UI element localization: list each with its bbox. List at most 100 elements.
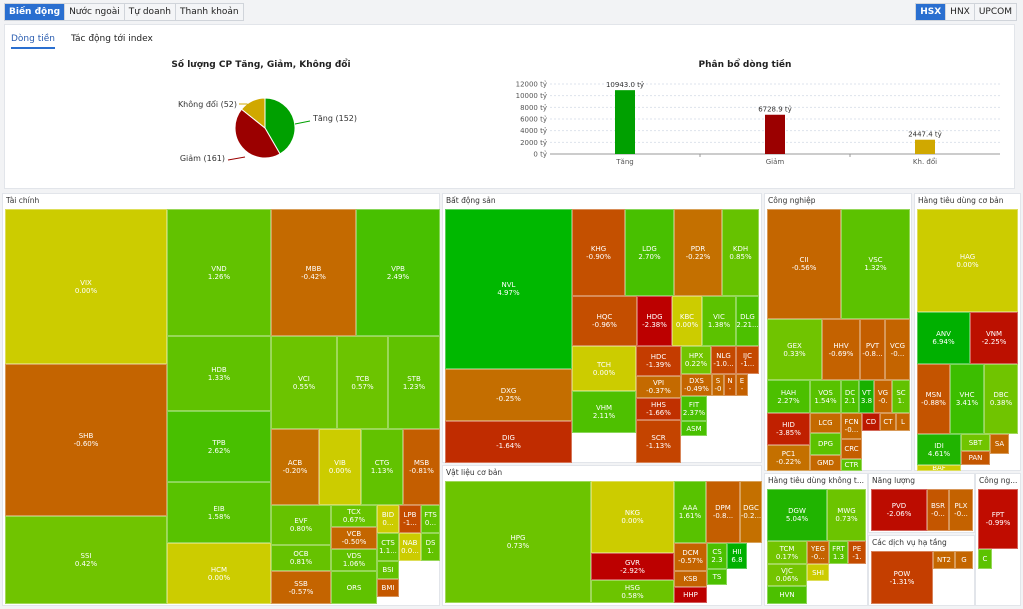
treemap-cell-ors[interactable]: ORS (331, 571, 377, 604)
treemap-cell-ijc[interactable]: IJC -1... (736, 346, 759, 374)
treemap-cell-tch[interactable]: TCH 0.00% (572, 346, 636, 391)
treemap-cell-mbb[interactable]: MBB -0.42% (271, 209, 356, 336)
treemap-cell-shi[interactable]: SHI (807, 564, 829, 581)
treemap-cell-plx[interactable]: PLX -0... (949, 489, 973, 531)
treemap-cell-evf[interactable]: EVF 0.80% (271, 505, 331, 545)
treemap-cell-vhm[interactable]: VHM 2.11% (572, 391, 636, 433)
treemap-cell-fit[interactable]: FIT 2.37% (681, 396, 707, 421)
treemap-cell-hah[interactable]: HAH 2.27% (767, 380, 810, 413)
treemap-cell-vnd[interactable]: VND 1.26% (167, 209, 271, 336)
treemap-cell-msb[interactable]: MSB -0.81% (403, 429, 440, 505)
treemap-cell-kdh[interactable]: KDH 0.85% (722, 209, 759, 296)
treemap-cell-gvr[interactable]: GVR -2.92% (591, 553, 674, 580)
treemap-cell-tpb[interactable]: TPB 2.62% (167, 411, 271, 482)
treemap-cell-ct[interactable]: CT (880, 413, 896, 431)
treemap-cell-vjc[interactable]: VJC 0.06% (767, 564, 807, 586)
treemap-cell-asm[interactable]: ASM (681, 421, 707, 436)
treemap-cell-hhv[interactable]: HHV -0.69% (822, 319, 860, 380)
treemap-cell-cii[interactable]: CII -0.56% (767, 209, 841, 319)
treemap-cell-vt[interactable]: VT 3.8 (859, 380, 874, 413)
treemap-cell-g[interactable]: G (955, 551, 973, 569)
treemap-cell-dlg[interactable]: DLG 2.21... (736, 296, 759, 346)
treemap-cell-vcg[interactable]: VCG -0... (885, 319, 910, 380)
treemap-cell-pe[interactable]: PE -1. (848, 541, 866, 564)
tab-upcom[interactable]: UPCOM (978, 7, 1012, 17)
treemap-cell-dcm[interactable]: DCM -0.57% (674, 543, 707, 571)
tab-thanh-khoan[interactable]: Thanh khoản (180, 7, 239, 17)
treemap-cell-vos[interactable]: VOS 1.54% (810, 380, 841, 413)
treemap-cell-pan[interactable]: PAN (961, 451, 990, 465)
treemap-cell-yeg[interactable]: YEG -0... (807, 541, 829, 564)
treemap-cell-stb[interactable]: STB 1.23% (388, 336, 440, 429)
treemap-cell-hdc[interactable]: HDC -1.39% (636, 346, 681, 376)
treemap-cell-hhp[interactable]: HHP (674, 587, 707, 603)
treemap-cell-msn[interactable]: MSN -0.88% (917, 364, 950, 434)
treemap-cell-fcn[interactable]: FCN -0... (841, 413, 862, 439)
treemap-cell-hii[interactable]: HII 6.8 (727, 543, 747, 569)
tab-tu-doanh[interactable]: Tự doanh (125, 4, 176, 20)
treemap-cell-vnm[interactable]: VNM -2.25% (970, 312, 1018, 364)
treemap-cell-ctr[interactable]: CTR (841, 459, 862, 471)
treemap-cell-ldg[interactable]: LDG 2.70% (625, 209, 674, 296)
treemap-cell-hvn[interactable]: HVN (767, 586, 807, 604)
treemap-cell-vib[interactable]: VIB 0.00% (319, 429, 361, 505)
treemap-cell-frt[interactable]: FRT 1.3 (829, 541, 848, 564)
treemap-cell-aaa[interactable]: AAA 1.61% (674, 481, 706, 543)
treemap-cell-n[interactable]: N- (724, 374, 736, 396)
treemap-cell-vhc[interactable]: VHC 3.41% (950, 364, 984, 434)
tab-hsx[interactable]: HSX (916, 4, 947, 20)
treemap-cell-hid[interactable]: HID -3.85% (767, 413, 810, 445)
treemap-cell-vpb[interactable]: VPB 2.49% (356, 209, 440, 336)
treemap-cell-hpx[interactable]: HPX 0.22% (681, 346, 711, 374)
treemap-cell-nkg[interactable]: NKG 0.00% (591, 481, 674, 553)
treemap-cell-pc1[interactable]: PC1 -0.22% (767, 445, 810, 471)
subtab-dong-tien[interactable]: Dòng tiền (11, 34, 55, 49)
treemap-cell-dxg[interactable]: DXG -0.25% (445, 369, 572, 421)
treemap-cell-hdg[interactable]: HDG -2.38% (637, 296, 672, 346)
treemap-cell-fts[interactable]: FTS 0... (421, 505, 440, 533)
treemap-cell-bid[interactable]: BID 0... (377, 505, 399, 533)
treemap-cell-lcg[interactable]: LCG (810, 413, 841, 433)
treemap-cell-ocb[interactable]: OCB 0.81% (271, 545, 331, 571)
tab-nuoc-ngoai[interactable]: Nước ngoài (65, 4, 125, 20)
treemap-cell-scr[interactable]: SCR -1.13% (636, 420, 681, 463)
treemap-cell-pow[interactable]: POW -1.31% (871, 551, 933, 604)
treemap-cell-gex[interactable]: GEX 0.33% (767, 319, 822, 380)
treemap-cell-pvd[interactable]: PVD -2.06% (871, 489, 927, 531)
treemap-cell-pdr[interactable]: PDR -0.22% (674, 209, 722, 296)
treemap-cell-ksb[interactable]: KSB (674, 571, 707, 587)
treemap-cell-hcm[interactable]: HCM 0.00% (167, 543, 271, 604)
treemap-cell-vpi[interactable]: VPI -0.37% (636, 376, 681, 398)
treemap-cell-kbc[interactable]: KBC 0.00% (672, 296, 702, 346)
treemap-cell-vsc[interactable]: VSC 1.32% (841, 209, 910, 319)
treemap-cell-nvl[interactable]: NVL 4.97% (445, 209, 572, 369)
treemap-cell-dgc[interactable]: DGC -0.2... (740, 481, 762, 543)
treemap-cell-sa[interactable]: SA (990, 434, 1009, 454)
treemap-cell-sbt[interactable]: SBT (961, 434, 990, 451)
treemap-cell-fpt[interactable]: FPT -0.99% (978, 489, 1018, 549)
treemap-cell-pvt[interactable]: PVT -0.8... (860, 319, 885, 380)
treemap-cell-anv[interactable]: ANV 6.94% (917, 312, 970, 364)
treemap-cell-e[interactable]: E- (736, 374, 748, 396)
treemap-cell-tcb[interactable]: TCB 0.57% (337, 336, 388, 429)
treemap-cell-hpg[interactable]: HPG 0.73% (445, 481, 591, 603)
treemap-cell-hqc[interactable]: HQC -0.96% (572, 296, 637, 346)
treemap-cell-ts[interactable]: TS (707, 569, 727, 585)
treemap-cell-bsi[interactable]: BSI (377, 561, 399, 579)
treemap-cell-dpg[interactable]: DPG (810, 433, 841, 455)
treemap-cell-khg[interactable]: KHG -0.90% (572, 209, 625, 296)
treemap-cell-dxs[interactable]: DXS -0.49% (681, 374, 712, 396)
treemap-cell-sc[interactable]: SC 1. (892, 380, 910, 413)
treemap-cell-vds[interactable]: VDS 1.06% (331, 549, 377, 571)
treemap-cell-ds[interactable]: DS 1. (421, 533, 440, 561)
treemap-cell-lpb[interactable]: LPB -1... (399, 505, 421, 533)
treemap-cell-cs[interactable]: CS 2.3 (707, 543, 727, 569)
treemap-cell-idi[interactable]: IDI 4.61% (917, 434, 961, 465)
treemap-cell-vix[interactable]: VIX 0.00% (5, 209, 167, 364)
treemap-cell-cts[interactable]: CTS 1.1... (377, 533, 399, 561)
treemap-cell-dc[interactable]: DC 2.1 (841, 380, 859, 413)
treemap-cell-vg[interactable]: VG -0. (874, 380, 892, 413)
treemap-cell-hsg[interactable]: HSG 0.58% (591, 580, 674, 603)
tab-bien-dong[interactable]: Biến động (5, 4, 66, 20)
treemap-cell-tcm[interactable]: TCM 0.17% (767, 541, 807, 564)
